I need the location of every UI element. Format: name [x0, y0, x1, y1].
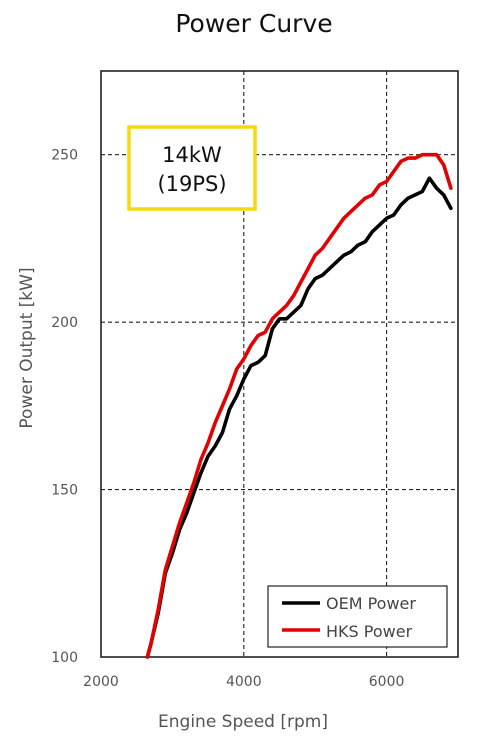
x-tick-label-2000: 2000	[83, 674, 119, 690]
legend-frame	[267, 585, 448, 648]
x-tick-label-6000: 6000	[369, 674, 405, 690]
y-tick-label-100: 100	[51, 650, 78, 666]
series-line-oem	[145, 176, 453, 659]
legend-label-oem: OEM Power	[326, 594, 416, 613]
annotation-line-2: (19PS)	[157, 172, 226, 196]
x-axis-label: Engine Speed [rpm]	[158, 712, 328, 732]
y-axis-label: Power Output [kW]	[17, 267, 37, 428]
tick-labels: 2000 4000 6000 100 150 200 250	[51, 148, 404, 690]
chart-title: Power Curve	[175, 9, 332, 38]
y-tick-label-150: 150	[51, 483, 78, 499]
annotation-frame	[127, 125, 257, 211]
y-tick-label-200: 200	[51, 315, 78, 331]
series-layer	[145, 152, 453, 659]
plot-frame	[100, 70, 459, 658]
annotation-box: 14kW (19PS)	[127, 125, 257, 211]
y-tick-label-250: 250	[51, 148, 78, 164]
legend: OEM Power HKS Power	[267, 585, 448, 648]
series-line-hks	[145, 152, 453, 659]
annotation-line-1: 14kW	[162, 143, 222, 167]
x-tick-label-4000: 4000	[226, 674, 262, 690]
legend-label-hks: HKS Power	[326, 622, 413, 641]
